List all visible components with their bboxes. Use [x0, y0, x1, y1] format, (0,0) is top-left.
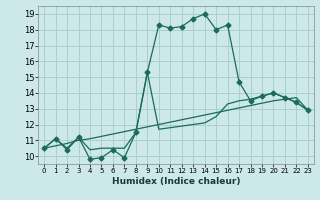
X-axis label: Humidex (Indice chaleur): Humidex (Indice chaleur) [112, 177, 240, 186]
